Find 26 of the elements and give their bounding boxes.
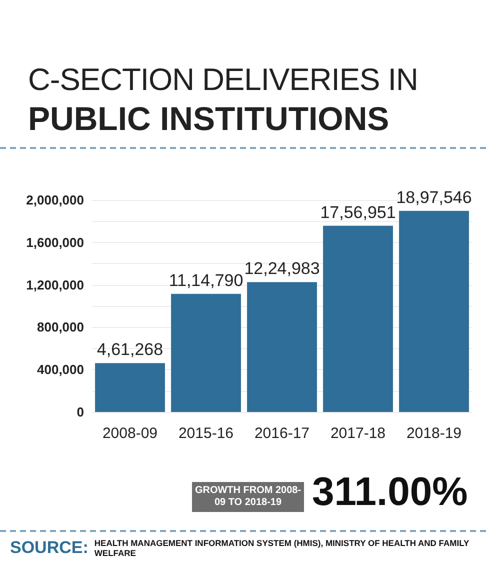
x-tick-label: 2017-18 (330, 425, 386, 442)
y-tick-label: 400,000 (37, 362, 84, 378)
x-tick-label: 2016-17 (254, 425, 310, 442)
bar (95, 363, 165, 412)
y-tick-label: 2,000,000 (26, 192, 84, 208)
data-label: 11,14,790 (168, 270, 244, 290)
x-tick-label: 2018-19 (406, 425, 462, 442)
chart-subtitle: PUBLIC INSTITUTIONS (28, 100, 390, 138)
x-tick-label: 2015-16 (178, 425, 234, 442)
y-tick-label: 0 (76, 404, 84, 420)
y-tick-label: 1,600,000 (26, 234, 84, 250)
data-label: 12,24,983 (244, 259, 320, 278)
bar (171, 294, 241, 412)
text: 311.00% (312, 470, 468, 515)
y-tick-label: 800,000 (37, 320, 84, 335)
bar (247, 282, 317, 412)
text: GROWTH FROM 2008-09 TO 2018-19 (192, 482, 304, 512)
bar (323, 226, 393, 412)
data-label: 18,97,546 (396, 188, 472, 207)
chart-title: C-SECTION DELIVERIES IN (28, 62, 418, 98)
y-tick-label: 1,200,000 (26, 277, 84, 292)
bar (399, 210, 469, 412)
x-tick-label: 2008-09 (102, 425, 158, 442)
data-label: 17,56,951 (320, 202, 396, 222)
data-label: 4,61,268 (96, 340, 164, 360)
source-note: SOURCE: HEALTH MANAGEMENT INFORMATION SYSTEM (HMIS), MINISTRY OF HEALTH AND FAMILY WELFARE (10, 538, 470, 558)
